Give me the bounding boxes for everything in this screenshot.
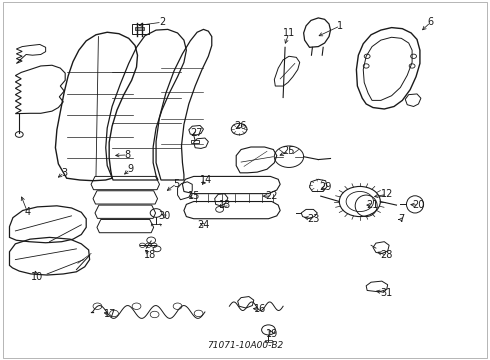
Text: 24: 24 [197, 220, 210, 230]
Text: 10: 10 [31, 272, 44, 282]
Text: 27: 27 [190, 129, 202, 138]
Text: 9: 9 [127, 164, 133, 174]
Text: 71071-10A00-B2: 71071-10A00-B2 [207, 341, 283, 350]
Text: 28: 28 [381, 250, 393, 260]
Text: 29: 29 [319, 182, 332, 192]
Text: 22: 22 [266, 191, 278, 201]
Text: 20: 20 [412, 200, 425, 210]
Text: 14: 14 [200, 175, 212, 185]
Text: 16: 16 [253, 304, 266, 314]
Text: 30: 30 [158, 211, 171, 221]
Text: 23: 23 [307, 215, 319, 224]
Text: 26: 26 [234, 121, 246, 131]
Text: 15: 15 [188, 191, 200, 201]
Text: 19: 19 [266, 329, 278, 339]
Text: 4: 4 [24, 207, 31, 217]
Text: 3: 3 [61, 168, 67, 178]
Text: 31: 31 [381, 288, 393, 298]
Text: 18: 18 [144, 250, 156, 260]
Text: 1: 1 [337, 21, 343, 31]
Text: 8: 8 [124, 150, 131, 160]
Text: 11: 11 [283, 28, 295, 38]
FancyBboxPatch shape [135, 27, 145, 30]
Text: 13: 13 [220, 200, 232, 210]
Text: 6: 6 [428, 17, 434, 27]
Text: 21: 21 [366, 200, 378, 210]
Text: 2: 2 [159, 17, 165, 27]
Text: 5: 5 [173, 179, 180, 189]
Text: 12: 12 [381, 189, 393, 199]
Text: 17: 17 [104, 310, 117, 319]
Text: 25: 25 [283, 146, 295, 156]
Text: 7: 7 [398, 215, 404, 224]
